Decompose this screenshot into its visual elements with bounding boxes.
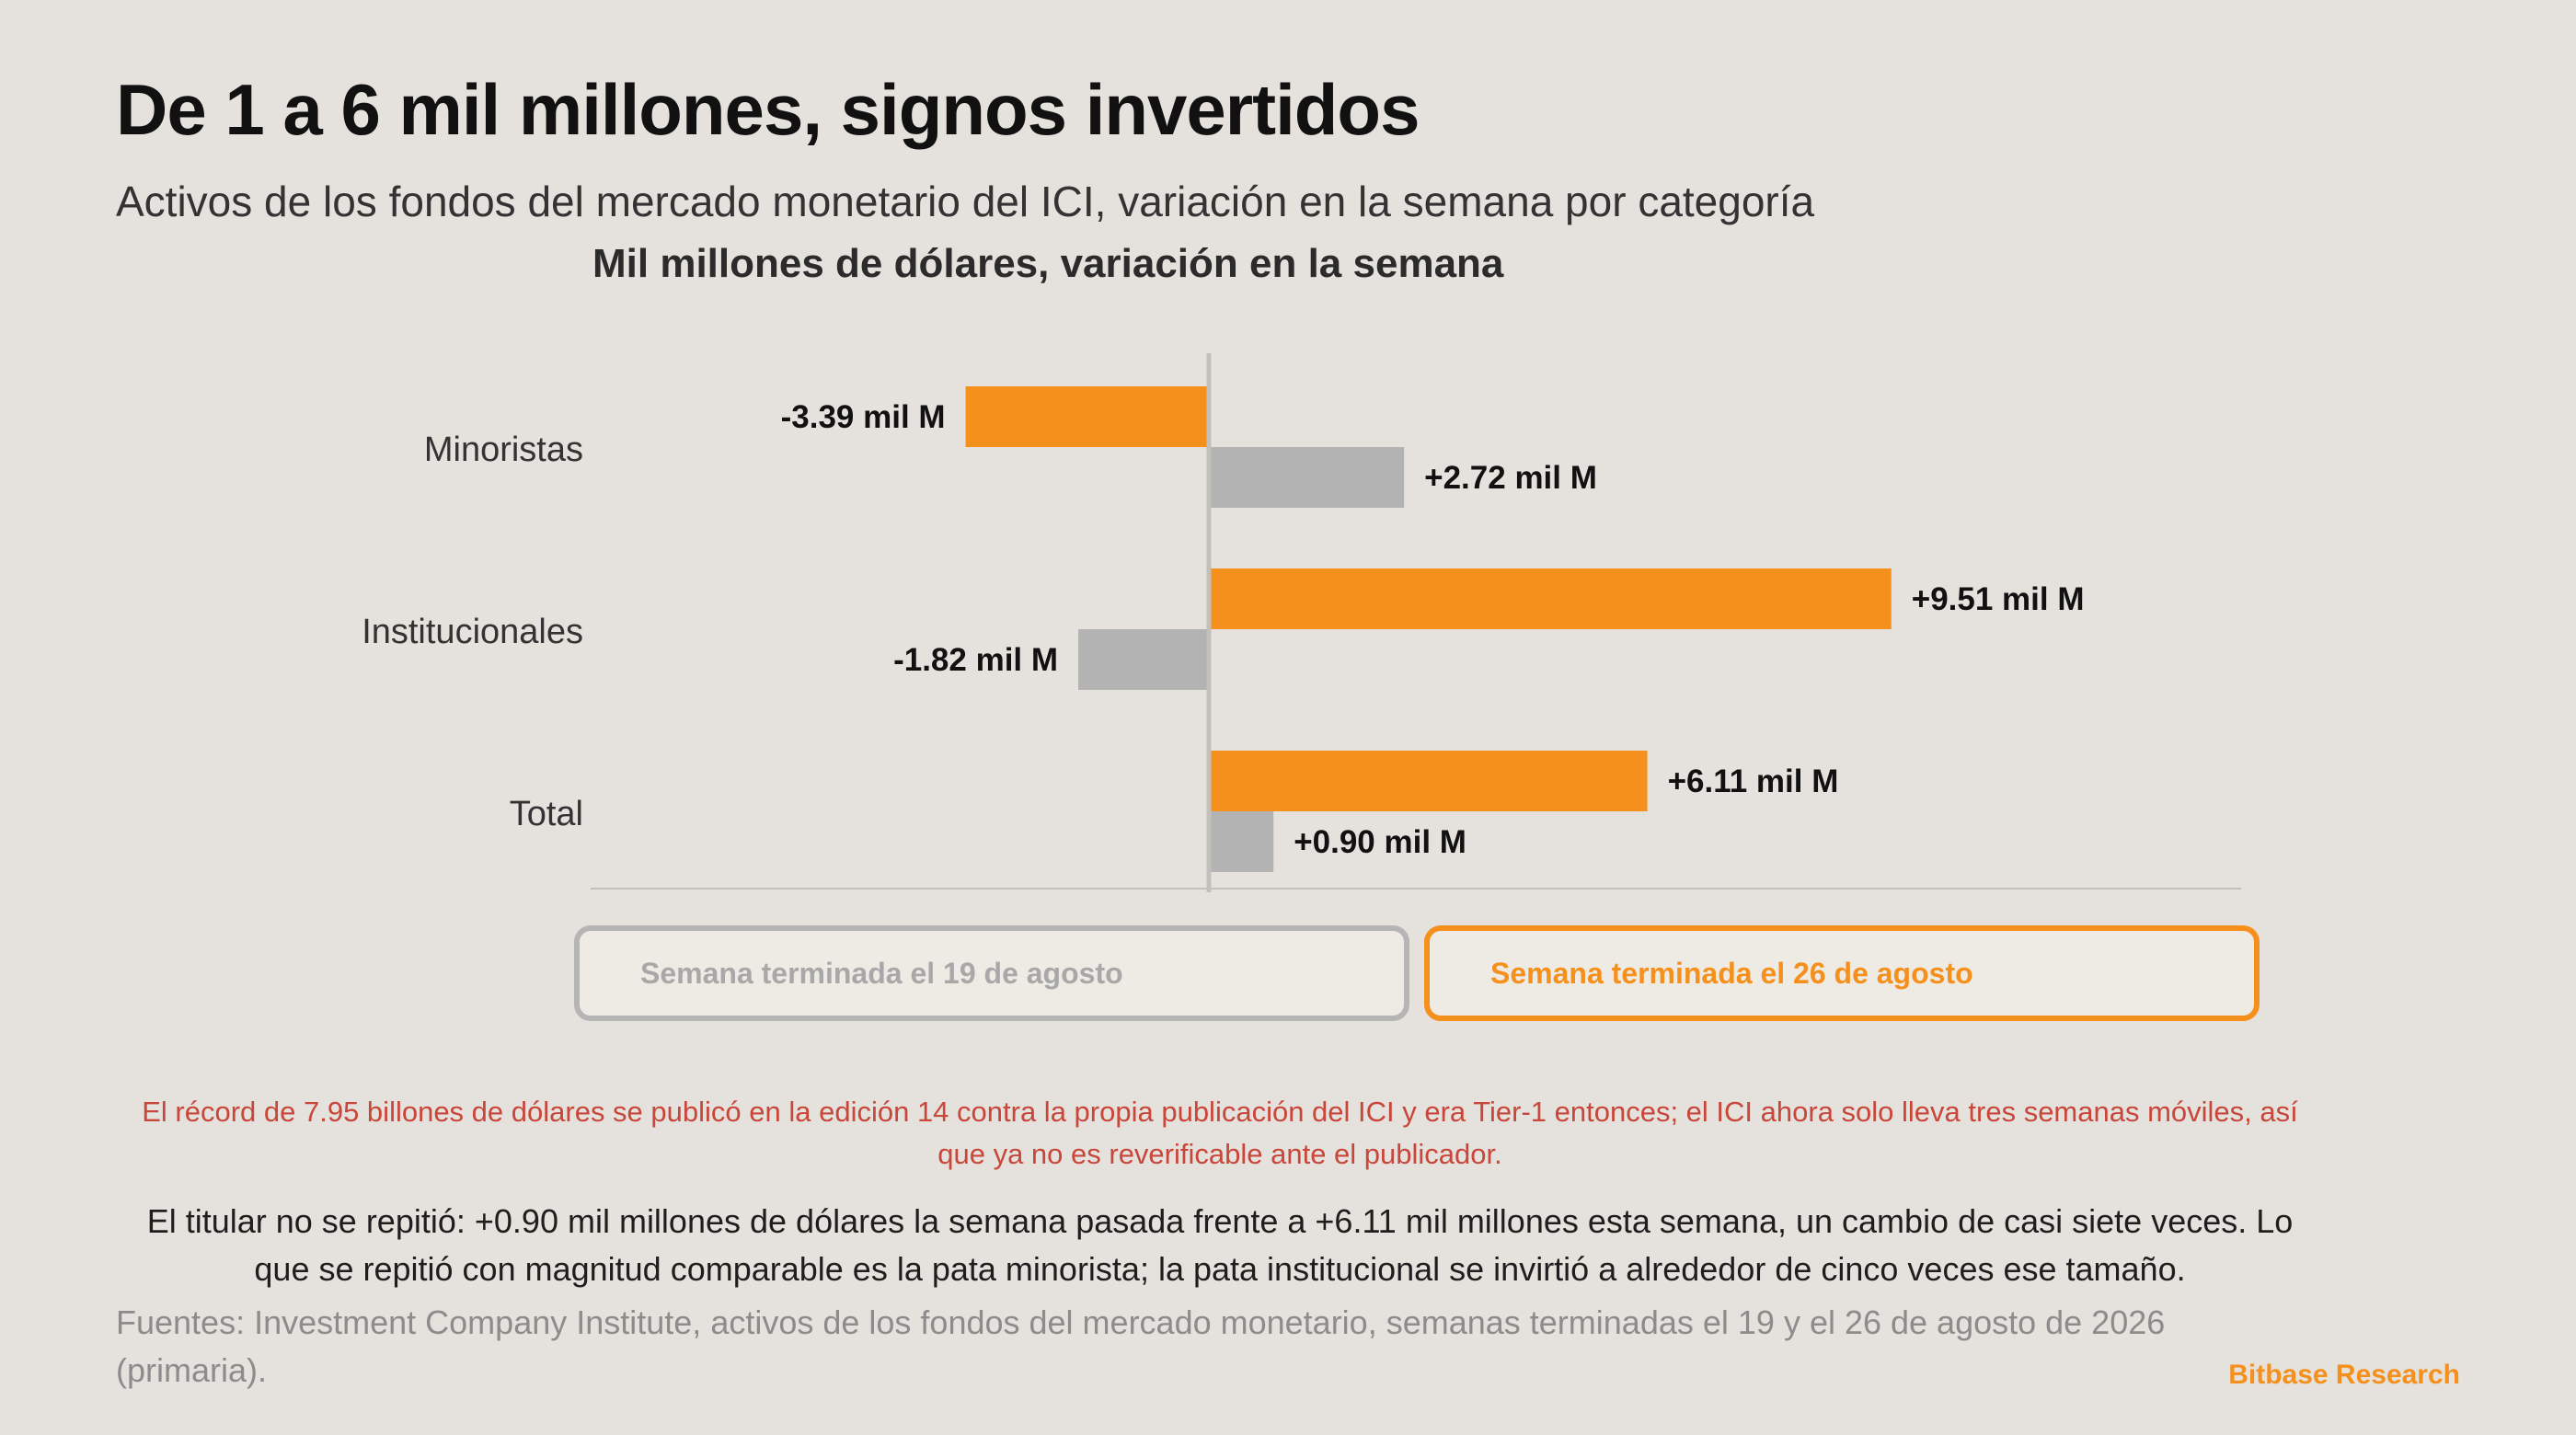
bar-previous-week (1209, 811, 1274, 872)
brand-label: Bitbase Research (2228, 1360, 2460, 1390)
summary-note: El titular no se repitió: +0.90 mil mill… (146, 1202, 2294, 1288)
bar-current-week (1209, 751, 1648, 811)
chart-title: Mil millones de dólares, variación en la… (592, 241, 1504, 286)
bar-chart: Minoristas -3.39 mil M +2.72 mil M Instituc… (362, 353, 2241, 892)
bar-current-week (1209, 568, 1892, 629)
category-label: Institucionales (362, 613, 583, 651)
bar-current-week (965, 386, 1209, 447)
legend-label-current-week: Semana terminada el 26 de agosto (1490, 956, 1973, 990)
data-label: +9.51 mil M (1912, 581, 2085, 617)
data-label: +6.11 mil M (1668, 763, 1839, 799)
correction-note: El récord de 7.95 billones de dólares se… (142, 1096, 2298, 1170)
data-label: +2.72 mil M (1424, 460, 1597, 496)
data-label: -1.82 mil M (893, 642, 1058, 678)
bar-previous-week (1209, 447, 1405, 508)
legend-item-previous-week[interactable]: Semana terminada el 19 de agosto (574, 925, 1409, 1021)
page-subtitle: Activos de los fondos del mercado moneta… (116, 178, 1815, 225)
category-label: Minoristas (424, 430, 583, 469)
legend-item-current-week[interactable]: Semana terminada el 26 de agosto (1424, 925, 2260, 1021)
data-label: +0.90 mil M (1294, 824, 1466, 860)
legend-label-previous-week: Semana terminada el 19 de agosto (640, 956, 1123, 990)
bar-previous-week (1078, 629, 1209, 690)
category-label: Total (510, 795, 583, 833)
sources-note: Fuentes: Investment Company Institute, a… (116, 1303, 2166, 1389)
page-title: De 1 a 6 mil millones, signos invertidos (116, 69, 1420, 150)
data-label: -3.39 mil M (781, 399, 946, 435)
